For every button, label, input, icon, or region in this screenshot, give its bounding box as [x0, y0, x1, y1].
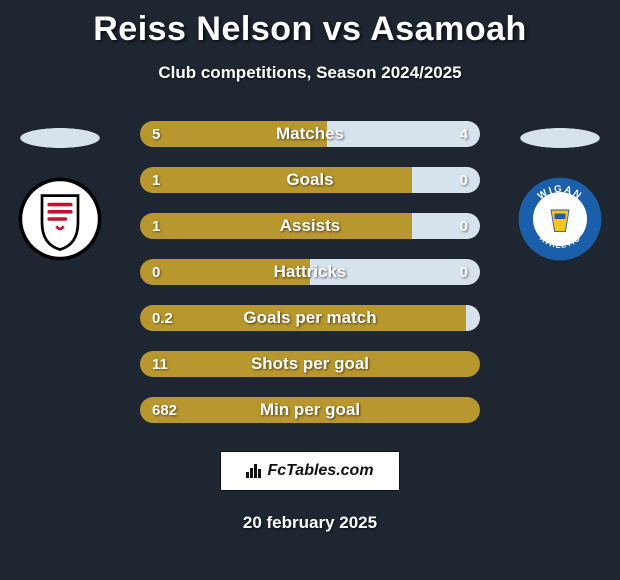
- ring-badge-icon: WIGAN ATHLETIC: [515, 174, 605, 264]
- stat-row: 0.2Goals per match: [140, 305, 480, 331]
- stat-label: Min per goal: [140, 400, 480, 420]
- bar-chart-icon: [246, 464, 261, 478]
- stat-value-left: 1: [152, 218, 160, 235]
- stat-row: 0Hattricks0: [140, 259, 480, 285]
- stat-value-left: 11: [152, 356, 168, 373]
- stat-bars: 5Matches4 1Goals0 1Assists0 0Hattricks0 0.2G…: [140, 121, 480, 423]
- platform-ellipse: [500, 120, 620, 156]
- stat-value-left: 1: [152, 172, 160, 189]
- stat-row: 11Shots per goal: [140, 351, 480, 377]
- stat-row: 5Matches4: [140, 121, 480, 147]
- stat-value-left: 0.2: [152, 310, 173, 327]
- page-title: Reiss Nelson vs Asamoah: [93, 10, 527, 49]
- stat-value-left: 682: [152, 402, 177, 419]
- club-left-badge: [15, 174, 105, 264]
- stat-label: Shots per goal: [140, 354, 480, 374]
- platform-ellipse: [0, 120, 120, 156]
- stat-row: 1Assists0: [140, 213, 480, 239]
- bar-fill-right: [310, 259, 480, 285]
- stat-row: 682Min per goal: [140, 397, 480, 423]
- bar-fill-right: [412, 213, 480, 239]
- bar-fill-right: [412, 167, 480, 193]
- subtitle: Club competitions, Season 2024/2025: [158, 63, 461, 83]
- comparison-card: Reiss Nelson vs Asamoah Club competition…: [0, 0, 620, 580]
- bar-fill-right: [466, 305, 480, 331]
- branding-text: FcTables.com: [267, 462, 373, 480]
- stat-value-left: 0: [152, 264, 160, 281]
- bar-fill-right: [327, 121, 480, 147]
- date-text: 20 february 2025: [243, 513, 377, 533]
- club-right: WIGAN ATHLETIC: [500, 120, 620, 264]
- shield-icon: [15, 174, 105, 264]
- stat-value-right: 0: [460, 264, 468, 281]
- branding-badge: FcTables.com: [220, 451, 400, 491]
- stat-value-right: 0: [460, 218, 468, 235]
- stat-value-right: 0: [460, 172, 468, 189]
- stat-label: Goals per match: [140, 308, 480, 328]
- club-left: [0, 120, 120, 264]
- stat-value-left: 5: [152, 126, 160, 143]
- stat-value-right: 4: [460, 126, 468, 143]
- club-right-badge: WIGAN ATHLETIC: [515, 174, 605, 264]
- stat-row: 1Goals0: [140, 167, 480, 193]
